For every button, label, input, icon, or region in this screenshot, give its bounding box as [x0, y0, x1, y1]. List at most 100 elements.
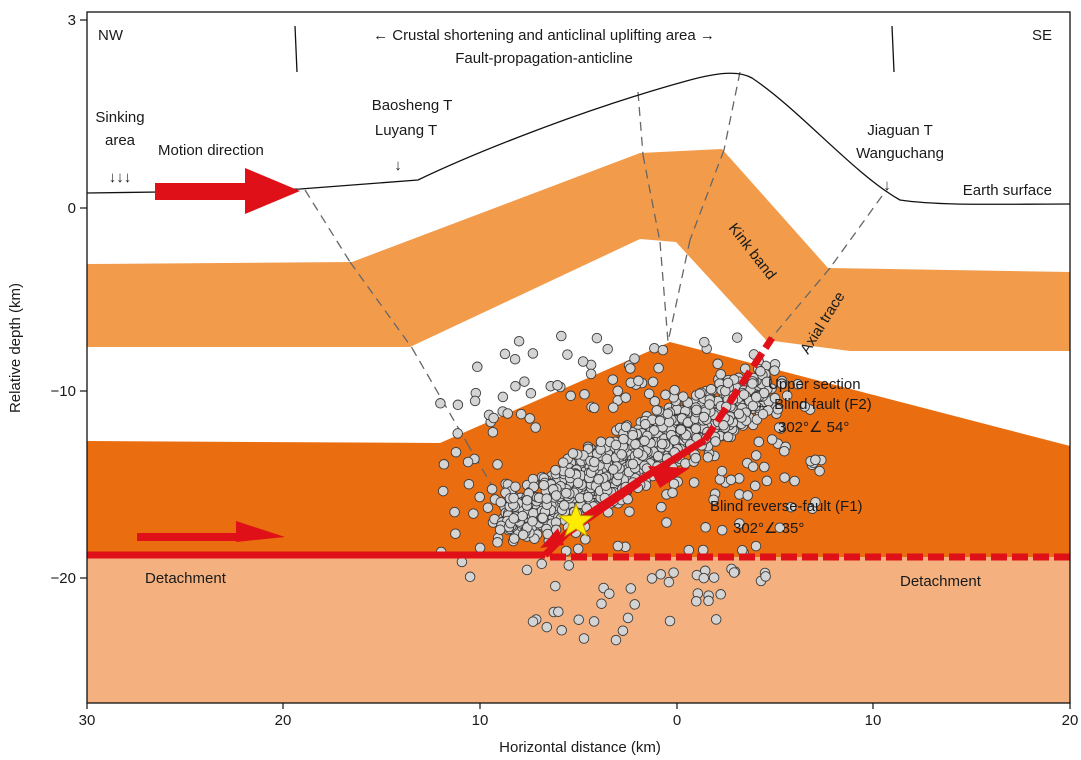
- hypocenter-marker: [513, 335, 525, 347]
- hypocenter-marker: [530, 422, 541, 433]
- x-tick-30: 30: [79, 712, 96, 729]
- blind-reverse-fault-f1-label: Blind reverse-fault (F1): [710, 498, 863, 515]
- blind-fault-f2-dashed: [702, 336, 775, 442]
- hypocenter-marker: [495, 496, 507, 508]
- hypocenter-marker: [537, 512, 548, 524]
- hypocenter-marker: [657, 344, 669, 356]
- hypocenter-marker: [617, 625, 629, 636]
- town-luyang: Luyang T: [375, 122, 437, 139]
- hypocenter-marker: [633, 375, 644, 387]
- hypocenter-marker: [472, 361, 483, 373]
- detachment-label-left: Detachment: [145, 570, 227, 587]
- sinking-label-line1: Sinking: [95, 109, 144, 126]
- hypocenter-marker: [773, 422, 785, 433]
- hypocenter-marker: [521, 564, 533, 576]
- hypocenter-marker: [704, 399, 715, 410]
- hypocenter-marker: [550, 490, 562, 501]
- hypocenter-marker: [722, 431, 734, 443]
- hypocenter-marker: [761, 475, 773, 487]
- hypocenter-marker: [536, 558, 547, 570]
- hypocenter-marker: [698, 572, 710, 584]
- hypocenter-marker: [517, 529, 529, 541]
- hypocenter-marker: [577, 356, 589, 367]
- hypocenter-marker: [561, 487, 572, 499]
- hypocenter-marker: [632, 447, 644, 459]
- plot-frame: [86, 11, 1071, 704]
- hypocenter-marker: [781, 390, 793, 401]
- x-axis-title: Horizontal distance (km): [499, 739, 661, 756]
- x-tick-10-right: 10: [865, 712, 882, 729]
- hypocenter-marker: [602, 343, 613, 355]
- nw-label: NW: [98, 27, 124, 44]
- detachment-label-right: Detachment: [900, 573, 982, 590]
- hypocenter-marker: [772, 404, 784, 415]
- hypocenter-marker: [753, 436, 765, 448]
- hypocenter-marker: [492, 537, 503, 548]
- hypocenter-marker: [591, 332, 603, 344]
- hypocenter-marker: [464, 571, 476, 583]
- hypocenter-marker: [792, 378, 804, 390]
- hypocenter-marker: [510, 380, 521, 392]
- hypocenter-marker: [508, 513, 519, 524]
- hypocenter-marker: [703, 595, 714, 607]
- hypocenter-marker: [654, 415, 666, 427]
- hypocenter-marker: [527, 616, 539, 627]
- hypocenter-marker: [694, 388, 706, 399]
- hypocenter-marker: [761, 376, 773, 388]
- y-tick-neg20: −20: [51, 570, 76, 587]
- hypocenter-marker: [742, 490, 753, 501]
- hypocenter-marker: [578, 633, 590, 644]
- hypocenter-marker: [629, 599, 640, 610]
- top-title-line1: ← Crustal shortening and anticlinal upli…: [373, 27, 715, 44]
- hypocenter-marker: [550, 464, 561, 476]
- hypocenter-marker: [524, 413, 536, 424]
- hypocenter-marker: [627, 458, 639, 470]
- hypocenter-marker: [661, 517, 672, 528]
- hypocenter-marker: [734, 518, 745, 529]
- hypocenter-marker: [538, 479, 550, 491]
- hypocenter-marker: [541, 493, 552, 504]
- hypocenter-marker: [463, 478, 475, 490]
- hypocenter-marker: [497, 391, 509, 403]
- hypocenter-marker: [698, 411, 710, 423]
- hypocenter-marker: [456, 556, 468, 568]
- hypocenter-marker: [515, 408, 527, 420]
- hypocenter-marker: [589, 456, 600, 468]
- hypocenter-marker: [469, 395, 481, 407]
- hypocenter-marker: [710, 614, 722, 625]
- y-tick-3: 3: [68, 12, 76, 29]
- hypocenter-marker: [691, 596, 702, 607]
- hypocenter-marker: [580, 534, 591, 545]
- earth-surface-line: [86, 72, 1071, 205]
- hypocenter-marker: [562, 349, 573, 360]
- hypocenter-marker: [558, 500, 570, 511]
- hypocenter-marker: [438, 459, 450, 470]
- motion-arrow-surface: [155, 168, 300, 214]
- hypocenter-marker: [760, 571, 771, 582]
- hypocenter-marker: [435, 398, 446, 409]
- hypocenter-marker: [572, 477, 584, 489]
- hypocenter-marker: [728, 567, 740, 578]
- se-label: SE: [1032, 27, 1052, 44]
- hypocenter-marker: [629, 353, 640, 364]
- hypocenter-marker: [656, 501, 667, 513]
- hypocenter-marker: [462, 456, 474, 468]
- hypocenter-marker: [660, 389, 671, 401]
- upper-orange-layer: [87, 149, 1070, 351]
- hypocenter-marker: [604, 588, 615, 599]
- hypocenter-marker: [700, 522, 711, 533]
- town-wanguchang: Wanguchang: [856, 145, 944, 162]
- hypocenter-marker: [690, 452, 701, 464]
- hypocenter-marker: [452, 399, 464, 411]
- hypocenter-marker: [639, 435, 650, 447]
- hypocenter-marker: [616, 449, 627, 460]
- hypocenter-marker: [521, 495, 533, 506]
- hypocenter-marker: [494, 524, 506, 535]
- hypocenter-marker: [593, 474, 604, 485]
- hypocenter-marker: [750, 450, 762, 461]
- hypocenter-marker: [519, 376, 530, 387]
- hypocenter-marker: [668, 567, 679, 578]
- y-tick-neg10: −10: [51, 383, 76, 400]
- x-tick-20-left: 20: [275, 712, 292, 729]
